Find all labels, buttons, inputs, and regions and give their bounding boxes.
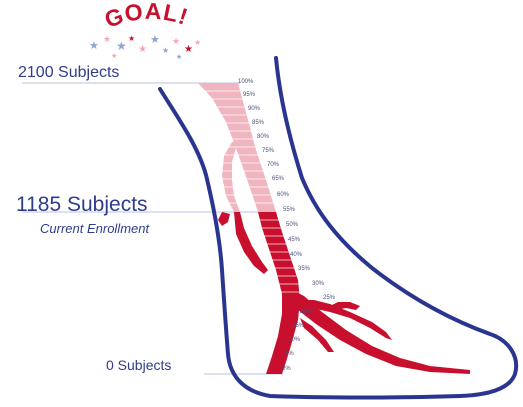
star-cluster-icon: ★ ★ ★ ★ ★ ★ ★ ★ ★ ★ ★ ★	[89, 33, 201, 61]
svg-text:★: ★	[138, 44, 147, 55]
percent-tick-label: 45%	[288, 237, 301, 243]
percent-tick-label: 70%	[267, 162, 280, 168]
zero-subjects-label: 0 Subjects	[106, 357, 172, 373]
leg-outline	[158, 56, 519, 400]
vein-completed	[218, 212, 470, 374]
percent-tick-label: 85%	[252, 120, 265, 126]
vein-stripes	[190, 90, 280, 204]
current-enrollment-caption: Current Enrollment	[40, 221, 150, 236]
percent-tick-label: 20%	[300, 309, 313, 315]
percent-tick-label: 50%	[286, 222, 299, 228]
goal-subjects-label: 2100 Subjects	[18, 64, 120, 81]
current-subjects-label: 1185 Subjects	[16, 193, 148, 216]
svg-text:★: ★	[176, 53, 182, 61]
percent-tick-label: 5%	[285, 351, 294, 357]
percent-tick-label: 55%	[283, 207, 296, 213]
percent-tick-label: 75%	[262, 148, 275, 154]
percent-tick-label: 65%	[272, 176, 285, 182]
percent-tick-label: 60%	[277, 192, 290, 198]
percent-tick-label: 30%	[312, 281, 325, 287]
svg-text:★: ★	[128, 34, 135, 43]
percent-tick-label: 95%	[243, 92, 256, 98]
svg-text:★: ★	[162, 46, 169, 55]
vein-completed-stripes	[256, 219, 302, 293]
svg-text:★: ★	[150, 33, 160, 46]
svg-text:★: ★	[194, 38, 201, 47]
percent-tick-label: 10%	[288, 337, 301, 343]
vein-remaining	[198, 83, 276, 212]
percent-tick-label: 100%	[238, 79, 254, 85]
percent-tick-label: 40%	[290, 252, 303, 258]
percent-tick-label: 35%	[298, 266, 311, 272]
svg-text:★: ★	[103, 35, 111, 45]
goal-heading: GOAL!	[101, 0, 192, 33]
percent-scale: 100% 95% 90% 85% 80% 75% 70% 65% 60% 55% 50% 45% 40%…	[238, 79, 336, 372]
percent-tick-label: 90%	[248, 106, 261, 112]
svg-text:★: ★	[184, 44, 193, 55]
svg-text:★: ★	[89, 39, 99, 52]
svg-text:★: ★	[111, 52, 117, 60]
percent-tick-label: 25%	[323, 295, 336, 301]
percent-tick-label: 0%	[282, 366, 291, 372]
svg-text:★: ★	[116, 39, 127, 53]
percent-tick-label: 80%	[257, 134, 270, 140]
svg-text:★: ★	[172, 37, 180, 47]
percent-tick-label: 15%	[292, 323, 305, 329]
